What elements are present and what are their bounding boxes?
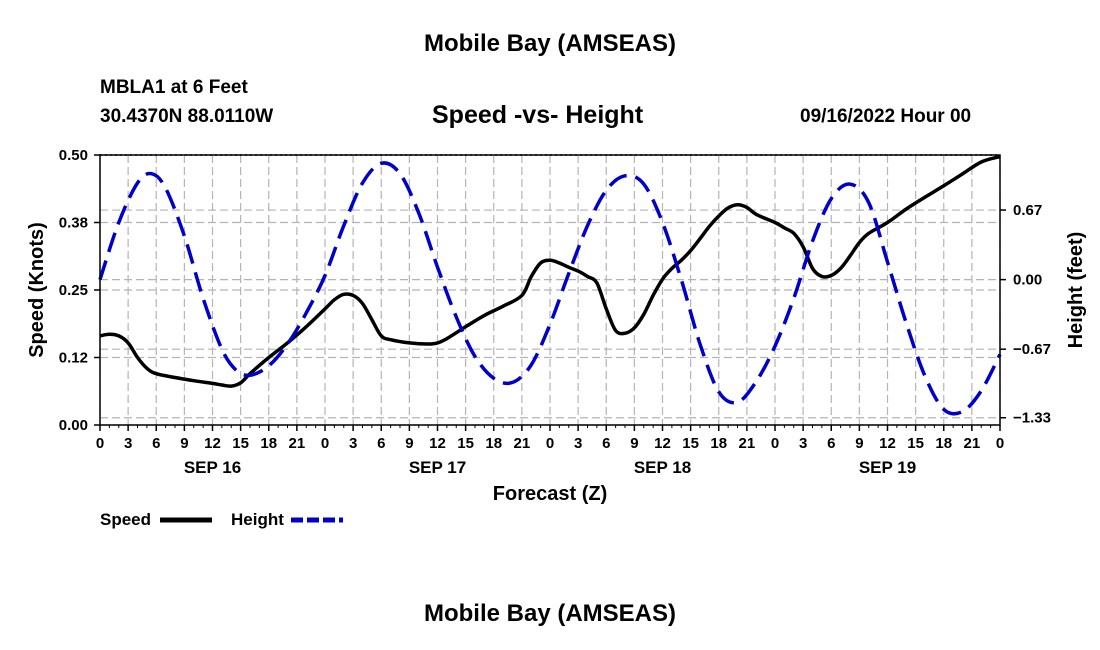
y2-tick-label: −0.67 xyxy=(1013,341,1051,358)
axis-ticks: 0 3 6 9 12 15 18 21 0 3 6 9 12 15 18 21 0 3 6 9 12 15 18 21 0 3 6 9… xyxy=(59,147,1051,477)
x-tick-label: 9 xyxy=(630,435,638,452)
x-tick-label: 12 xyxy=(429,435,446,452)
x-tick-label: 0 xyxy=(546,435,554,452)
y2-tick-label: −1.33 xyxy=(1013,410,1051,427)
x-tick-label: 21 xyxy=(964,435,981,452)
x-tick-label: 21 xyxy=(289,435,306,452)
x-tick-label: 6 xyxy=(827,435,835,452)
y2-tick-label: 0.00 xyxy=(1013,272,1042,289)
chart-title: Mobile Bay (AMSEAS) xyxy=(423,30,677,57)
x-tick-label: 12 xyxy=(654,435,671,452)
day-label: SEP 19 xyxy=(859,458,916,477)
x-tick-label: 0 xyxy=(321,435,329,452)
day-label: SEP 17 xyxy=(409,458,466,477)
x-tick-label: 0 xyxy=(771,435,779,452)
x-tick-label: 6 xyxy=(152,435,160,452)
day-label: SEP 18 xyxy=(634,458,691,477)
day-label: SEP 16 xyxy=(184,458,241,477)
x-tick-label: 6 xyxy=(602,435,610,452)
legend-height-label: Height xyxy=(231,510,284,529)
x-tick-label: 3 xyxy=(349,435,357,452)
station-label: MBLA1 at 6 Feet xyxy=(100,77,248,98)
x-tick-label: 3 xyxy=(574,435,582,452)
x-tick-label: 15 xyxy=(457,435,474,452)
x-tick-label: 0 xyxy=(96,435,104,452)
station-coordinates: 30.4370N 88.0110W xyxy=(100,106,274,127)
x-tick-label: 21 xyxy=(514,435,531,452)
x-tick-label: 3 xyxy=(124,435,132,452)
forecast-datetime: 09/16/2022 Hour 00 xyxy=(800,106,972,127)
x-tick-label: 15 xyxy=(232,435,249,452)
x-tick-label: 0 xyxy=(996,435,1004,452)
x-axis-label: Forecast (Z) xyxy=(493,483,607,505)
x-tick-label: 3 xyxy=(799,435,807,452)
x-tick-label: 18 xyxy=(935,435,952,452)
series-height-line xyxy=(98,161,1002,416)
legend-speed-label: Speed xyxy=(100,510,151,529)
x-tick-label: 6 xyxy=(377,435,385,452)
x-tick-label: 12 xyxy=(204,435,221,452)
x-tick-label: 18 xyxy=(710,435,727,452)
y-tick-label: 0.12 xyxy=(59,350,88,367)
y2-axis-label: Height (feet) xyxy=(1065,232,1087,349)
series-speed-line xyxy=(99,154,1001,388)
y-tick-label: 0.00 xyxy=(59,417,88,434)
x-tick-label: 18 xyxy=(485,435,502,452)
x-tick-label: 9 xyxy=(180,435,188,452)
y-tick-label: 0.38 xyxy=(59,215,88,232)
x-tick-label: 21 xyxy=(739,435,756,452)
chart-subtitle: Speed -vs- Height xyxy=(432,101,644,129)
repeated-chart-title: Mobile Bay (AMSEAS) xyxy=(423,600,677,627)
legend: Speed Height xyxy=(100,510,343,529)
series-layer xyxy=(98,154,1002,416)
x-tick-label: 18 xyxy=(260,435,277,452)
x-tick-label: 12 xyxy=(879,435,896,452)
y-tick-label: 0.50 xyxy=(59,147,88,164)
x-tick-label: 15 xyxy=(907,435,924,452)
x-tick-label: 15 xyxy=(682,435,699,452)
x-tick-label: 9 xyxy=(405,435,413,452)
y2-tick-label: 0.67 xyxy=(1013,202,1042,219)
y-axis-label: Speed (Knots) xyxy=(26,222,48,358)
y-tick-label: 0.25 xyxy=(59,282,88,299)
x-tick-label: 9 xyxy=(855,435,863,452)
